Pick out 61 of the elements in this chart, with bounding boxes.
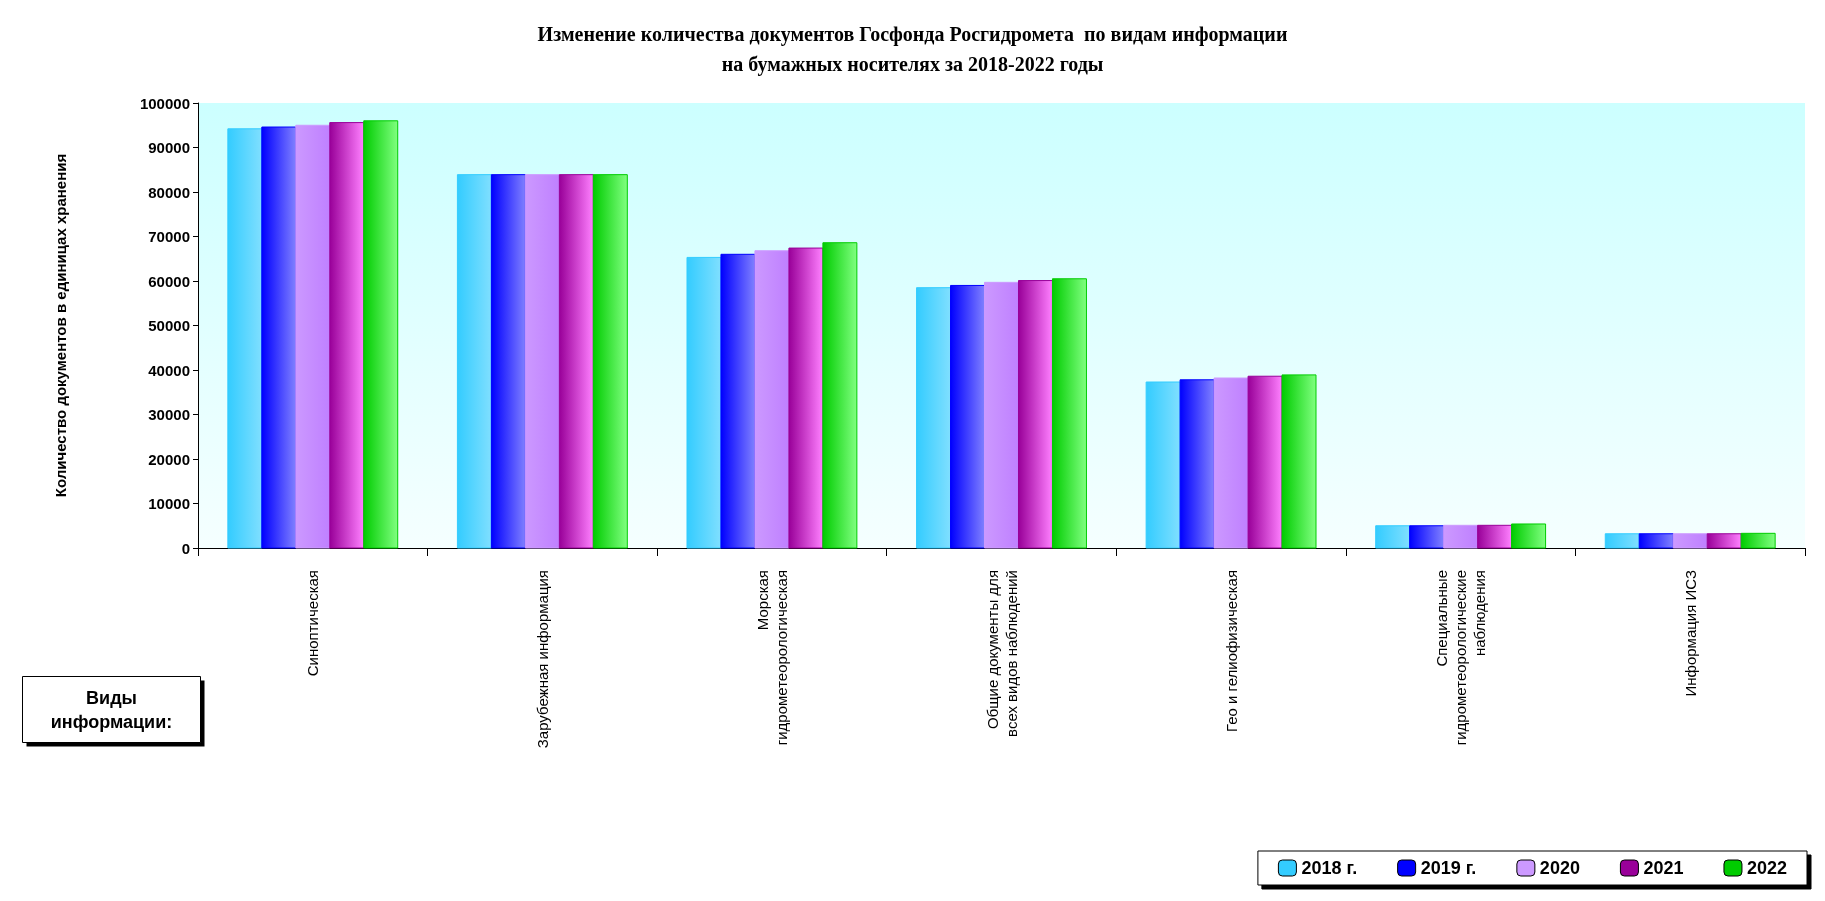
bar bbox=[592, 174, 628, 549]
bar bbox=[558, 174, 594, 549]
x-tick-label: Специальные гидрометеорологические наблюдения bbox=[1433, 570, 1489, 746]
y-tick-label: 10000 bbox=[148, 495, 190, 512]
x-tick-label: Информация ИСЗ bbox=[1681, 570, 1699, 697]
bar bbox=[1145, 381, 1181, 549]
legend-label: 2021 bbox=[1643, 858, 1684, 878]
x-tick-label: Гео и гелиофизическая bbox=[1222, 570, 1240, 732]
y-tick-label: 30000 bbox=[148, 406, 190, 423]
bar bbox=[456, 174, 492, 549]
bar bbox=[916, 287, 952, 549]
bar bbox=[1740, 532, 1776, 549]
y-tick-label: 70000 bbox=[148, 228, 190, 245]
bar bbox=[822, 242, 858, 549]
y-tick-label: 40000 bbox=[148, 361, 190, 379]
bar bbox=[754, 250, 790, 549]
bar bbox=[1281, 374, 1317, 549]
y-tick-label: 80000 bbox=[148, 183, 190, 201]
bar bbox=[984, 281, 1019, 549]
legend-label: 2019 г. bbox=[1420, 858, 1477, 878]
bar bbox=[1179, 379, 1215, 549]
x-tick-label: Морская гидрометеорологическая bbox=[753, 570, 790, 746]
bar bbox=[1604, 533, 1640, 549]
bar bbox=[1247, 375, 1283, 549]
bar bbox=[1638, 533, 1674, 549]
legend-label: 2020 bbox=[1539, 858, 1580, 878]
bar bbox=[1672, 533, 1708, 549]
legend-label: 2018 г. bbox=[1301, 858, 1358, 878]
bar bbox=[686, 256, 722, 549]
bar bbox=[363, 120, 399, 549]
x-tick-label: Синоптическая bbox=[304, 570, 322, 677]
bar bbox=[1511, 523, 1547, 549]
y-tick-label: 90000 bbox=[148, 139, 190, 156]
bar bbox=[227, 128, 263, 549]
bar bbox=[1706, 533, 1742, 549]
bar bbox=[1477, 524, 1513, 549]
bar bbox=[1213, 377, 1249, 549]
x-tick-label: Зарубежная информация bbox=[533, 570, 551, 749]
bar bbox=[788, 247, 824, 549]
bar bbox=[720, 253, 756, 549]
y-tick-label: 20000 bbox=[148, 450, 190, 468]
bar bbox=[1051, 278, 1087, 549]
bar bbox=[329, 122, 365, 549]
y-axis-title: Количество документов в единицах хранения bbox=[52, 153, 69, 498]
bar bbox=[1017, 280, 1053, 549]
legend-label: 2022 bbox=[1746, 858, 1787, 878]
bar bbox=[1375, 525, 1411, 549]
y-tick-label: 50000 bbox=[148, 317, 190, 334]
bar bbox=[950, 284, 986, 549]
bar bbox=[490, 174, 526, 549]
y-tick-label: 100000 bbox=[139, 94, 190, 112]
x-axis-title: Виды информации: bbox=[50, 687, 173, 732]
x-tick-label: Общие документы для всех видов наблюдений bbox=[983, 570, 1020, 737]
bar bbox=[1443, 524, 1479, 549]
bar bbox=[295, 124, 331, 549]
chart-title: Изменение количества документов Госфонда Росгидромета по видам информации на бумажных носителях за 2018-2022 годы bbox=[537, 23, 1288, 76]
bar bbox=[1409, 525, 1445, 549]
y-tick-label: 0 bbox=[181, 539, 190, 557]
bar bbox=[524, 174, 560, 549]
y-tick-label: 60000 bbox=[148, 272, 190, 290]
bar bbox=[261, 126, 297, 549]
